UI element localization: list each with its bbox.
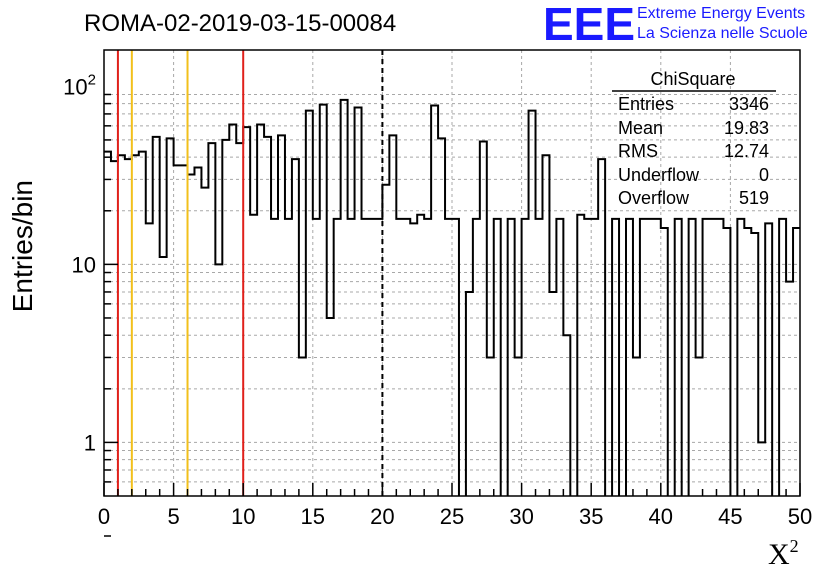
y-tick-label-base: 10 [72, 252, 96, 277]
y-tick-label: 1 [84, 430, 96, 455]
stats-title: ChiSquare [650, 69, 735, 89]
x-axis-ticks: 0 5 10 15 20 25 30 35 40 45 50 [98, 483, 812, 529]
stats-label-rms: RMS [618, 141, 658, 161]
x-axis-label-superscript: 2 [790, 536, 799, 556]
stats-value-rms: 12.74 [724, 141, 769, 161]
x-tick-label: 30 [509, 504, 533, 529]
y-tick-label: 102 [63, 71, 96, 99]
histogram-outline [104, 98, 800, 496]
x-tick-label: 40 [649, 504, 673, 529]
x-tick-label: 20 [370, 504, 394, 529]
stats-value-mean: 19.83 [724, 118, 769, 138]
stats-label-mean: Mean [618, 118, 663, 138]
x-tick-label: 5 [167, 504, 179, 529]
x-tick-label: 15 [301, 504, 325, 529]
x-tick-label: 35 [579, 504, 603, 529]
stats-value-underflow: 0 [759, 165, 769, 185]
chart-title: ROMA-02-2019-03-15-00084 [84, 10, 396, 37]
x-tick-label: 10 [231, 504, 255, 529]
y-tick-label-base: 10 [63, 74, 87, 99]
x-tick-label: 0 [98, 504, 110, 529]
stats-value-overflow: 519 [739, 188, 769, 208]
y-axis-label: Entries/bin [7, 180, 38, 312]
y-tick-label-base: 1 [84, 430, 96, 455]
stats-label-underflow: Underflow [618, 165, 700, 185]
eee-logo-line2: La Scienza nelle Scuole [637, 25, 808, 42]
y-tick-label-exponent: 2 [88, 71, 96, 88]
x-tick-label: 50 [788, 504, 812, 529]
stats-value-entries: 3346 [729, 94, 769, 114]
stats-label-overflow: Overflow [618, 188, 690, 208]
x-tick-label: 25 [440, 504, 464, 529]
eee-logo-line1: Extreme Energy Events [637, 5, 805, 22]
x-axis-label: X2 [768, 536, 799, 571]
eee-logo-mark: EEE [543, 0, 635, 50]
x-axis-label-base: X [768, 538, 790, 571]
marker-lines [116, 50, 384, 496]
x-tick-label: 45 [718, 504, 742, 529]
eee-logo: EEE Extreme Energy Events La Scienza nel… [543, 0, 808, 50]
histogram-bins [104, 98, 800, 496]
stats-label-entries: Entries [618, 94, 674, 114]
stats-box: ChiSquare Entries 3346 Mean 19.83 RMS 12… [612, 69, 776, 208]
y-tick-label: 10 [72, 252, 96, 277]
